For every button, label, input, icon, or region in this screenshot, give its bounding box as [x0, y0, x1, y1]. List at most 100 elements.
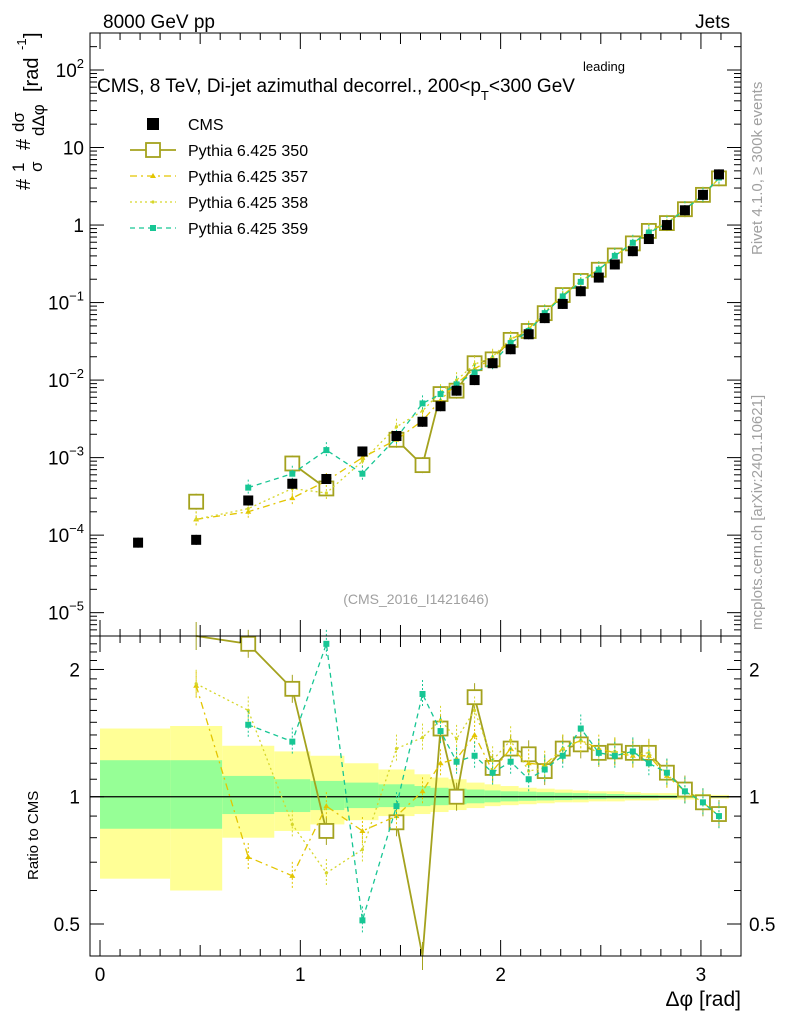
legend: CMS Pythia 6.425 350 Pythia 6.425 357 Pythi…	[130, 117, 308, 238]
band-inner-bin	[170, 760, 223, 829]
ratio-frame	[89, 635, 742, 957]
point-p357	[419, 788, 426, 794]
point-p358	[360, 847, 365, 852]
cms-point	[435, 401, 446, 412]
cms-point	[133, 537, 144, 548]
point-p359	[323, 447, 330, 454]
point-p359	[489, 769, 496, 776]
cms-point	[391, 431, 402, 442]
plot-title: CMS, 8 TeV, Di-jet azimuthal decorrel., …	[97, 76, 575, 103]
point-p350	[284, 455, 301, 472]
point-p358	[454, 378, 459, 382]
cms-point	[243, 495, 254, 506]
legend-label: Pythia 6.425 357	[188, 169, 308, 186]
point-p359	[453, 758, 460, 765]
legend-item-p359: Pythia 6.425 359	[130, 221, 308, 238]
cms-point	[487, 358, 498, 369]
cms-point	[575, 286, 586, 297]
point-p359	[507, 340, 514, 347]
xtick-label: 0	[95, 965, 106, 986]
point-p350	[188, 493, 205, 510]
point-p359	[437, 391, 444, 398]
series-line-p358	[196, 177, 720, 520]
cms-point	[697, 189, 708, 200]
point-p357	[323, 803, 330, 809]
point-p358	[438, 718, 443, 722]
point-p358	[420, 735, 425, 740]
ylabel-unit-close: ]	[21, 32, 43, 38]
axes: 10−5 10−4 10−3 10−2 10−1 1 10 102 0.5 0.5 1 1 2 2 0 1 2 3	[48, 32, 775, 986]
point-p358	[394, 746, 399, 751]
main-plot	[133, 169, 727, 548]
point-p350	[240, 635, 257, 652]
series-line-p357	[195, 685, 720, 877]
ylabel-hash-2: #	[13, 138, 35, 150]
point-p358	[647, 751, 651, 755]
point-p359	[663, 769, 670, 776]
point-p359	[645, 229, 652, 236]
ratio-ytick-label-right: 0.5	[749, 915, 775, 936]
point-p357	[471, 731, 478, 737]
point-p357	[245, 854, 252, 860]
point-p350	[448, 788, 465, 805]
point-p359	[437, 728, 444, 735]
ylabel-one: 1	[9, 163, 28, 172]
point-p359	[541, 766, 548, 773]
legend-marker-cms	[147, 118, 159, 130]
main-ytick-label: 10−3	[48, 444, 84, 470]
point-p359	[525, 776, 532, 783]
legend-item-p350: Pythia 6.425 350	[130, 142, 308, 160]
ylabel-ddphi: dΔφ	[29, 104, 48, 136]
header-right: Jets	[695, 12, 730, 33]
band-inner-bin	[274, 779, 311, 813]
point-p359	[595, 266, 602, 273]
point-p359	[629, 748, 636, 755]
point-p359	[699, 799, 706, 806]
point-p359	[289, 470, 296, 477]
point-p359	[645, 760, 652, 767]
cms-point	[321, 473, 332, 484]
legend-label: Pythia 6.425 359	[188, 221, 308, 238]
point-p357	[245, 508, 252, 514]
xlabel: Δφ [rad]	[666, 988, 742, 1011]
point-p359	[611, 752, 618, 759]
point-p357	[289, 872, 296, 878]
rivet-version-label: Rivet 4.1.0, ≥ 300k events	[749, 82, 766, 255]
cms-point	[417, 416, 428, 427]
main-ytick-label: 102	[56, 56, 84, 82]
ratio-plot	[90, 622, 741, 970]
point-p359	[611, 252, 618, 259]
ratio-ytick-label-right: 1	[749, 788, 760, 809]
point-p350	[284, 680, 301, 697]
point-p359	[471, 752, 478, 759]
analysis-id: (CMS_2016_I1421646)	[343, 591, 489, 607]
cms-point	[469, 375, 480, 386]
ratio-ylabel: Ratio to CMS	[25, 791, 42, 880]
point-p359	[471, 369, 478, 376]
header-left: 8000 GeV pp	[103, 12, 215, 33]
band-inner-bin	[222, 775, 275, 815]
band-inner-bin	[414, 786, 431, 807]
point-p359	[681, 788, 688, 795]
cms-point	[287, 478, 298, 489]
point-p357	[289, 495, 296, 501]
point-p357	[471, 365, 478, 371]
point-p358	[246, 506, 250, 511]
series-cms	[133, 169, 724, 548]
ylabel-unit-exp: -1	[14, 38, 29, 50]
point-p357	[437, 760, 444, 766]
band-inner-bin	[100, 760, 171, 829]
series-p359	[245, 629, 722, 935]
series-line-p358	[195, 683, 720, 874]
cms-point	[643, 234, 654, 245]
cms-point	[609, 259, 620, 270]
ratio-ytick-label: 1	[69, 788, 80, 809]
legend-item-p357: Pythia 6.425 357	[130, 169, 308, 186]
cms-point	[357, 446, 368, 457]
xtick-label: 3	[696, 965, 707, 986]
legend-item-p358: Pythia 6.425 358	[130, 195, 308, 212]
ylabel-dsigma: dσ	[9, 112, 28, 132]
main-ytick-label: 10−2	[48, 366, 84, 392]
point-p358	[290, 822, 294, 827]
point-p359	[419, 690, 426, 697]
